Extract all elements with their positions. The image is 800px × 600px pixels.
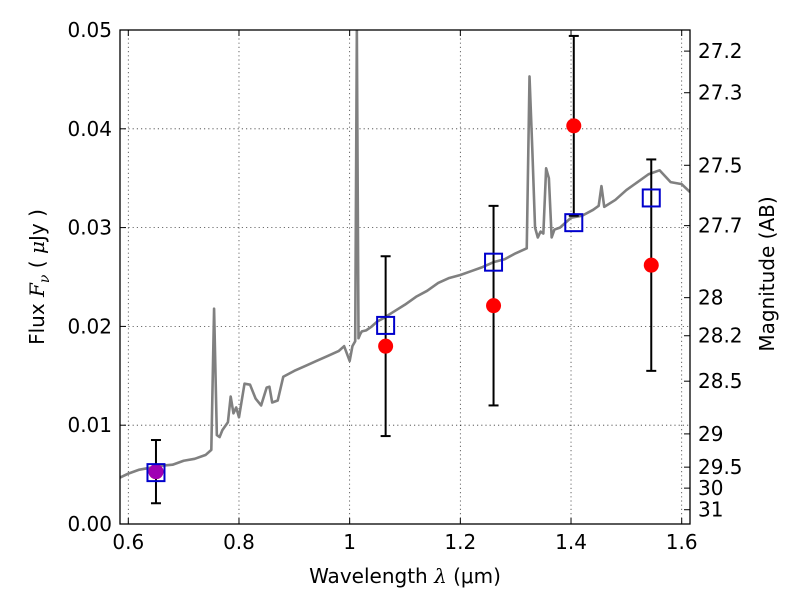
x-tick-label: 0.6 <box>112 530 144 554</box>
y-tick-label: 0.05 <box>67 18 112 42</box>
y-tick-label: 0.03 <box>67 216 112 240</box>
overlap-point <box>148 464 164 480</box>
model-point <box>484 252 504 272</box>
x-tick-label: 1 <box>343 530 356 554</box>
y-tick-label: 0.02 <box>67 314 112 338</box>
plot-area <box>120 30 690 524</box>
y-axis-label: Flux Fν ( μJy ) <box>25 209 53 345</box>
mag-tick-label: 27.5 <box>698 153 743 177</box>
mag-tick-label: 28 <box>698 286 723 310</box>
mag-tick-label: 29.5 <box>698 455 743 479</box>
plot-frame <box>119 29 691 525</box>
x-tick-label: 1.2 <box>444 530 476 554</box>
observed-point <box>566 118 582 134</box>
model-point <box>146 463 166 483</box>
grid-lines <box>120 30 690 524</box>
mag-tick-label: 27.3 <box>698 81 743 105</box>
y2-axis-label: Magnitude (AB) <box>755 196 779 351</box>
observed-point <box>486 298 502 314</box>
x-tick-label: 1.6 <box>666 530 698 554</box>
x-tick-label: 1.4 <box>555 530 587 554</box>
mag-tick-label: 28.2 <box>698 324 743 348</box>
spectrum-line <box>120 30 690 479</box>
y-tick-label: 0.04 <box>67 117 112 141</box>
mag-tick-label: 27.7 <box>698 214 743 238</box>
y-tick-label: 0.01 <box>67 413 112 437</box>
mag-tick-label: 29 <box>698 422 723 446</box>
x-tick-label: 0.8 <box>223 530 255 554</box>
y-tick-label: 0.00 <box>67 512 112 536</box>
plot-data <box>120 30 690 505</box>
mag-tick-label: 28.5 <box>698 369 743 393</box>
observed-point <box>378 338 394 354</box>
model-point <box>376 315 396 335</box>
x-axis-label: Wavelength λ (μm) <box>309 564 501 588</box>
mag-tick-label: 27.2 <box>698 39 743 63</box>
mag-tick-label: 31 <box>698 498 723 522</box>
mag-tick-label: 30 <box>698 476 723 500</box>
observed-point <box>643 257 659 273</box>
model-point <box>564 213 584 233</box>
model-point <box>641 188 661 208</box>
